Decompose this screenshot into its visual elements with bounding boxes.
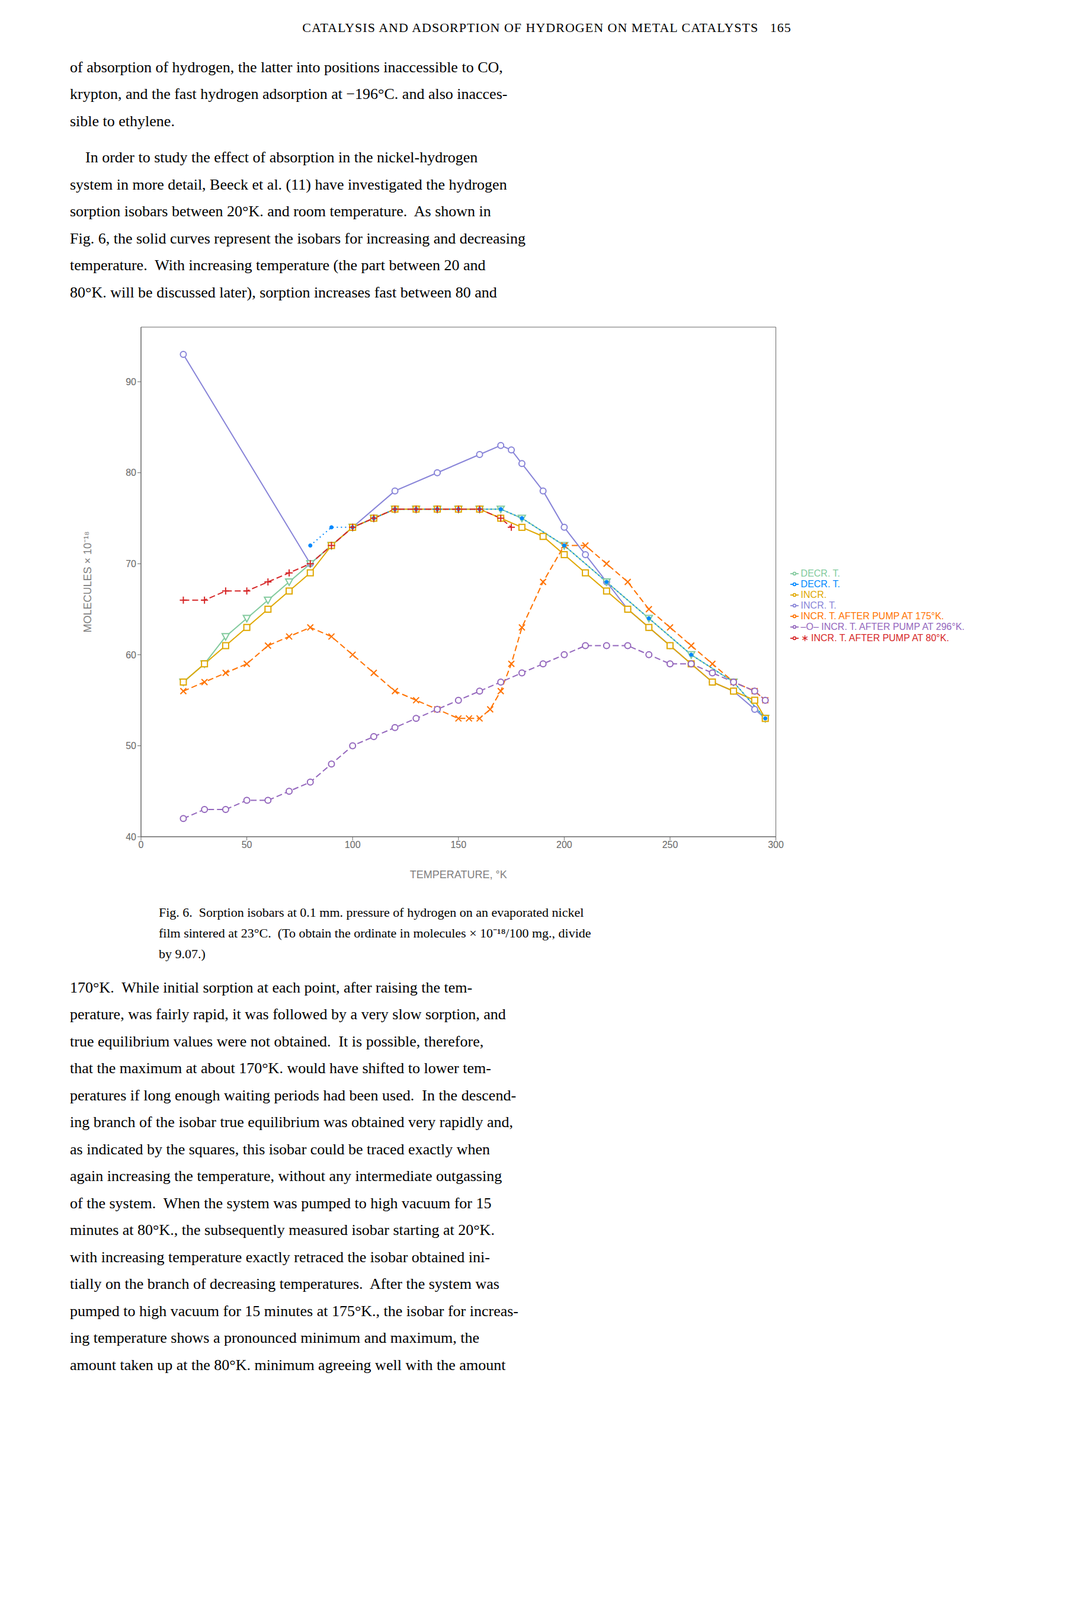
html-text:with increasing temperature ex: with increasing temperature exactly retr… [69, 1248, 490, 1266]
svg-text:100: 100 [344, 839, 361, 850]
svg-text:300: 300 [767, 839, 784, 850]
html-text:INCR.: INCR. [800, 589, 827, 600]
html-text:of absorption of hydrogen, the: of absorption of hydrogen, the latter in… [69, 58, 503, 76]
html-text:true equilibrium values were n: true equilibrium values were not obtaine… [69, 1032, 484, 1050]
html-text:sible to ethylene.: sible to ethylene. [69, 112, 175, 130]
html-text:80°K. will be discussed later): 80°K. will be discussed later), sorption… [69, 283, 498, 301]
svg-text:60: 60 [125, 649, 137, 660]
html-text:temperature. With increasing t: temperature. With increasing temperature… [69, 256, 486, 274]
html-text:by 9.07.): by 9.07.) [158, 946, 206, 962]
svg-text:250: 250 [662, 839, 679, 850]
html-text:as indicated by the squares, t: as indicated by the squares, this isobar… [69, 1140, 490, 1158]
html-text:film sintered at 23°C. (To obt: film sintered at 23°C. (To obtain the or… [158, 925, 591, 941]
html-text:Fig. 6, the solid curves repre: Fig. 6, the solid curves represent the i… [69, 229, 526, 247]
svg-text:TEMPERATURE, °K: TEMPERATURE, °K [409, 868, 508, 881]
html-text:krypton, and the fast hydrogen: krypton, and the fast hydrogen adsorptio… [69, 85, 508, 103]
html-text:DECR. T.: DECR. T. [800, 578, 841, 589]
html-text:of the system. When the system: of the system. When the system was pumpe… [69, 1194, 492, 1212]
html-text:sorption isobars between 20°K.: sorption isobars between 20°K. and room … [69, 202, 492, 220]
html-text:pumped to high vacuum for 15 m: pumped to high vacuum for 15 minutes at … [69, 1301, 519, 1320]
html-text:–O– INCR. T. AFTER PUMP AT 296: –O– INCR. T. AFTER PUMP AT 296°K. [800, 621, 965, 632]
svg-text:90: 90 [125, 376, 137, 387]
html-text:Fig. 6. Sorption isobars at 0.: Fig. 6. Sorption isobars at 0.1 mm. pres… [158, 904, 584, 920]
svg-text:50: 50 [125, 740, 137, 751]
html-text:∗ INCR. T. AFTER PUMP AT 80°K.: ∗ INCR. T. AFTER PUMP AT 80°K. [800, 632, 950, 643]
html-text:INCR. T.: INCR. T. [800, 599, 837, 610]
svg-text:80: 80 [125, 467, 137, 478]
html-text:In order to study the effect o: In order to study the effect of absorpti… [69, 148, 478, 166]
html-text:ing temperature shows a pronou: ing temperature shows a pronounced minim… [69, 1328, 480, 1347]
html-text:that the maximum at about 170°: that the maximum at about 170°K. would h… [69, 1059, 492, 1077]
html-text:minutes at 80°K., the subseque: minutes at 80°K., the subsequently measu… [69, 1221, 495, 1239]
html-text:again increasing the temperatu: again increasing the temperature, withou… [69, 1167, 502, 1185]
html-text:DECR. T.: DECR. T. [800, 567, 841, 578]
html-text:ing branch of the isobar true: ing branch of the isobar true equilibriu… [69, 1113, 514, 1131]
html-text:amount taken up at the 80°K. m: amount taken up at the 80°K. minimum agr… [69, 1355, 506, 1374]
html-text:perature, was fairly rapid, it: perature, was fairly rapid, it was follo… [69, 1005, 506, 1023]
html-text:INCR. T. AFTER PUMP AT 175°K.: INCR. T. AFTER PUMP AT 175°K. [800, 610, 944, 621]
html-text:CATALYSIS AND ADSORPTION OF HY: CATALYSIS AND ADSORPTION OF HYDROGEN ON … [302, 20, 792, 35]
svg-text:40: 40 [125, 831, 137, 842]
html-text:peratures if long enough waiti: peratures if long enough waiting periods… [69, 1086, 517, 1104]
svg-text:0: 0 [138, 839, 144, 850]
svg-text:MOLECULES × 10⁻¹⁸: MOLECULES × 10⁻¹⁸ [81, 530, 94, 633]
html-text:tially on the branch of decrea: tially on the branch of decreasing tempe… [69, 1275, 500, 1293]
html-text:170°K. While initial sorption: 170°K. While initial sorption at each po… [69, 978, 473, 996]
svg-text:200: 200 [556, 839, 573, 850]
svg-text:70: 70 [125, 558, 137, 569]
html-text:system in more detail, Beeck e: system in more detail, Beeck et al. (11)… [69, 175, 507, 193]
svg-text:50: 50 [241, 839, 253, 850]
svg-text:150: 150 [450, 839, 467, 850]
